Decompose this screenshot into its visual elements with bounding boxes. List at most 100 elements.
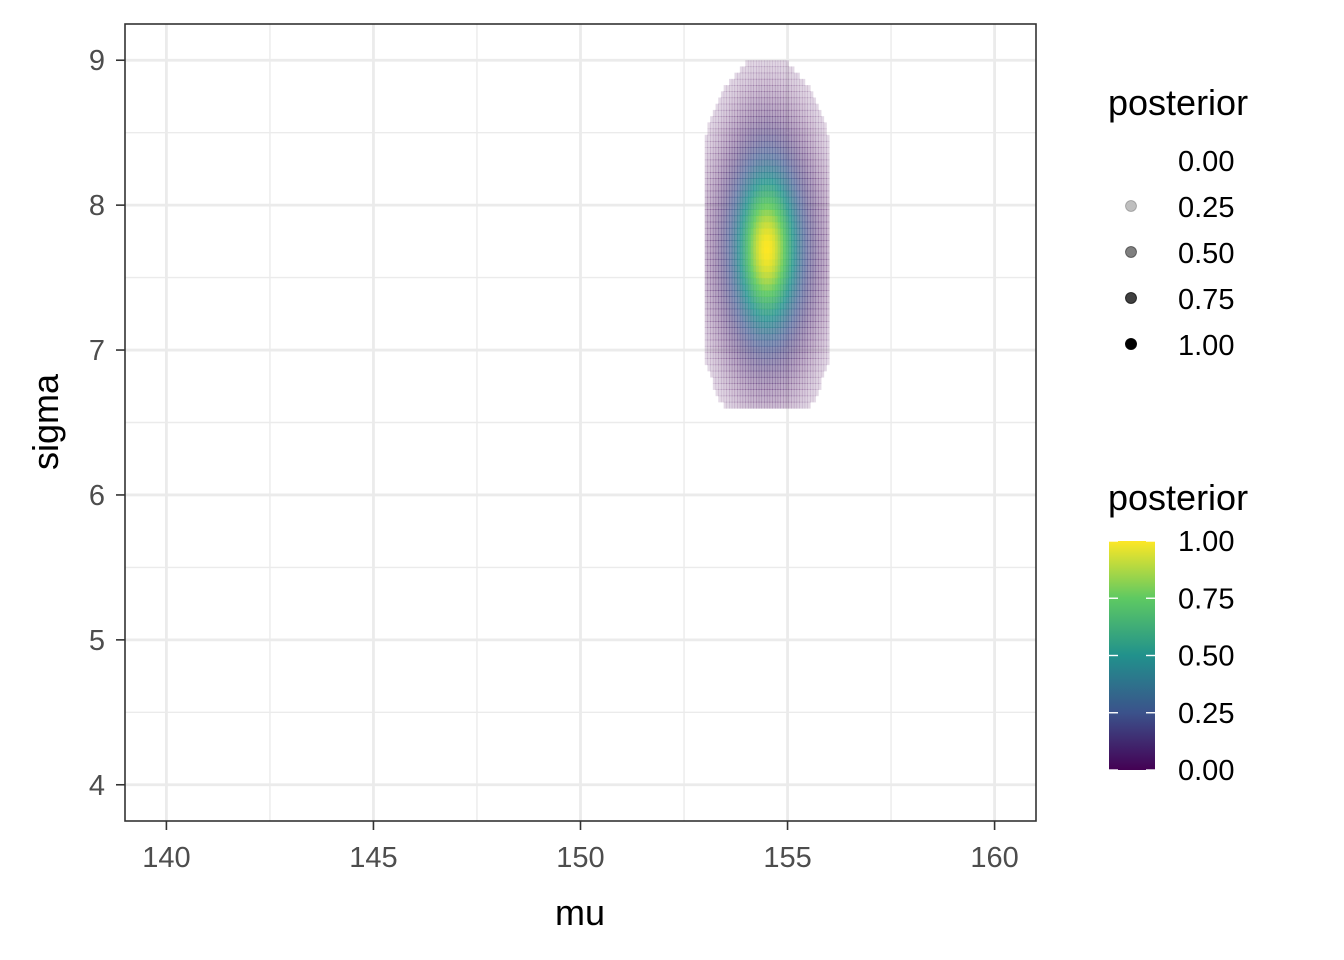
- heat-cell: [729, 321, 733, 328]
- heat-cell: [815, 345, 819, 353]
- heat-cell: [793, 252, 798, 260]
- heat-cell: [739, 352, 744, 359]
- heat-cell: [712, 321, 717, 328]
- heat-cell: [780, 302, 784, 310]
- heat-cell: [818, 122, 822, 130]
- heat-cell: [772, 134, 776, 142]
- heat-cell: [712, 271, 717, 279]
- heat-cell: [766, 109, 771, 117]
- heat-cell: [804, 321, 808, 328]
- heat-cell: [712, 122, 717, 130]
- heat-cell: [710, 364, 714, 372]
- heat-cell: [715, 134, 719, 142]
- heat-cell: [745, 203, 749, 210]
- heat-cell: [745, 227, 749, 235]
- heat-cell: [734, 147, 738, 154]
- heat-cell: [791, 395, 795, 403]
- heat-cell: [769, 271, 773, 279]
- heat-cell: [707, 321, 711, 328]
- heat-cell: [739, 389, 744, 397]
- heat-cell: [720, 122, 725, 130]
- heat-cell: [769, 147, 773, 154]
- heat-cell: [742, 246, 746, 254]
- heat-cell: [788, 128, 792, 136]
- heat-cell: [737, 128, 741, 136]
- heat-cell: [791, 190, 795, 198]
- heat-cell: [704, 184, 709, 192]
- heat-cell: [761, 339, 765, 347]
- heat-cell: [810, 227, 814, 235]
- heat-cell: [753, 395, 757, 403]
- heat-cell: [777, 140, 781, 148]
- heat-cell: [750, 227, 754, 235]
- heat-cell: [783, 215, 787, 223]
- heat-cell: [710, 140, 714, 148]
- heat-cell: [788, 116, 792, 123]
- heat-cell: [774, 321, 779, 328]
- heat-cell: [753, 290, 757, 297]
- heat-cell: [764, 72, 768, 80]
- heat-cell: [734, 153, 738, 161]
- heat-cell: [769, 376, 773, 384]
- heat-cell: [796, 290, 800, 297]
- alpha-legend-dot: [1125, 246, 1137, 258]
- heat-cell: [780, 190, 784, 198]
- heat-cell: [788, 221, 792, 229]
- heat-cell: [720, 327, 725, 335]
- heat-cell: [726, 134, 730, 142]
- heat-cell: [753, 159, 757, 167]
- heat-cell: [772, 221, 776, 229]
- heat-cell: [820, 345, 825, 353]
- heat-cell: [745, 234, 749, 241]
- heat-cell: [707, 296, 711, 304]
- heat-cell: [791, 159, 795, 167]
- heat-cell: [801, 352, 806, 359]
- heat-cell: [747, 395, 752, 403]
- heat-cell: [777, 178, 781, 186]
- heat-cell: [791, 184, 795, 192]
- heat-cell: [785, 246, 790, 254]
- heat-cell: [780, 327, 784, 335]
- heat-cell: [726, 165, 730, 173]
- heat-cell: [785, 296, 790, 304]
- heat-cell: [737, 140, 741, 148]
- heat-cell: [745, 221, 749, 229]
- heat-cell: [742, 153, 746, 161]
- heat-cell: [801, 128, 806, 136]
- heat-cell: [753, 109, 757, 117]
- heat-cell: [815, 383, 819, 390]
- heat-cell: [739, 190, 744, 198]
- heat-cell: [745, 165, 749, 173]
- heat-cell: [720, 339, 725, 347]
- heat-cell: [769, 240, 773, 248]
- heat-cell: [750, 147, 754, 154]
- heat-cell: [796, 91, 800, 99]
- heat-cell: [734, 302, 738, 310]
- heat-cell: [737, 109, 741, 117]
- heat-cell: [777, 345, 781, 353]
- heat-cell: [801, 165, 806, 173]
- heat-cell: [793, 364, 798, 372]
- heat-cell: [707, 128, 711, 136]
- heat-cell: [750, 246, 754, 254]
- heat-cell: [815, 172, 819, 179]
- heat-cell: [712, 258, 717, 266]
- heat-cell: [812, 327, 817, 335]
- heat-cell: [712, 370, 717, 378]
- heat-cell: [720, 215, 725, 223]
- heat-cell: [783, 252, 787, 260]
- heat-cell: [780, 370, 784, 378]
- heat-cell: [774, 401, 779, 409]
- heat-cell: [766, 401, 771, 409]
- heat-cell: [758, 370, 763, 378]
- heat-cell: [815, 339, 819, 347]
- heat-cell: [780, 109, 784, 117]
- heat-cell: [772, 172, 776, 179]
- heat-cell: [793, 153, 798, 161]
- heat-cell: [739, 109, 744, 117]
- heat-cell: [793, 383, 798, 390]
- heat-cell: [739, 333, 744, 341]
- heat-cell: [710, 227, 714, 235]
- heat-cell: [723, 140, 727, 148]
- heat-cell: [818, 116, 822, 123]
